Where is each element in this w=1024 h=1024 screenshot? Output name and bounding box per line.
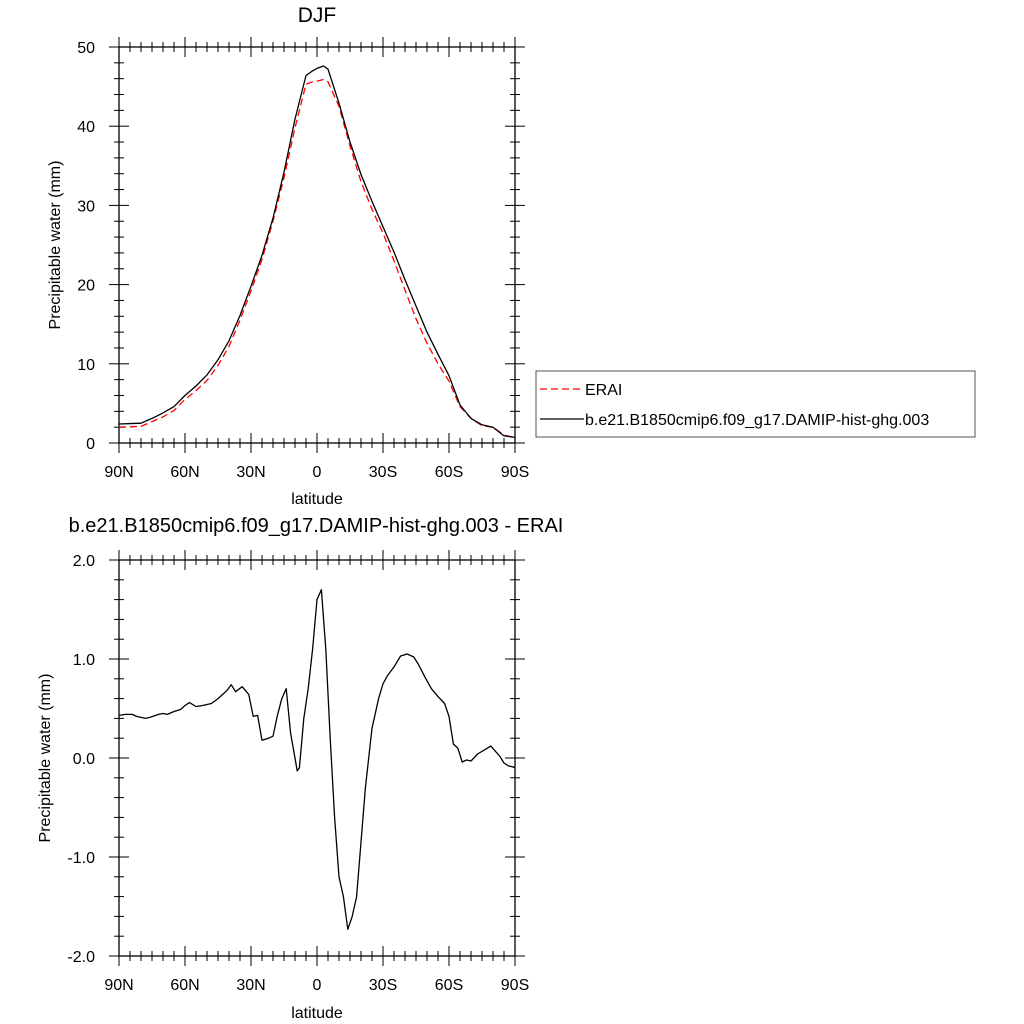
legend-label-erai: ERAI	[585, 382, 622, 399]
legend-label-model: b.e21.B1850cmip6.f09_g17.DAMIP-hist-ghg.…	[585, 412, 929, 429]
y-axis-label: Precipitable water (mm)	[37, 674, 54, 843]
x-tick-label: 60N	[170, 464, 199, 481]
series-line-erai	[118, 78, 516, 439]
x-tick-label: 90N	[104, 464, 133, 481]
x-tick-label: 90N	[104, 977, 133, 994]
y-tick-label: -1.0	[67, 850, 95, 867]
y-tick-labels: -2.0 -1.0 0.0 1.0 2.0	[67, 553, 95, 966]
series-lines	[118, 589, 516, 930]
plot-frame	[118, 46, 516, 444]
x-tick-label: 30S	[369, 464, 397, 481]
y-tick-label: 0	[86, 436, 95, 453]
legend: ERAI b.e21.B1850cmip6.f09_g17.DAMIP-hist…	[535, 370, 976, 438]
y-tick-label: 40	[77, 119, 95, 136]
chart-title: DJF	[298, 4, 337, 27]
legend-box	[535, 370, 976, 438]
x-tick-label: 60S	[435, 464, 463, 481]
series-lines	[118, 65, 516, 439]
y-tick-label: 30	[77, 198, 95, 215]
x-tick-label: 0	[313, 977, 322, 994]
chart-title: b.e21.B1850cmip6.f09_g17.DAMIP-hist-ghg.…	[69, 515, 564, 537]
x-axis-label: latitude	[291, 491, 343, 508]
y-tick-label: 1.0	[73, 652, 95, 669]
x-tick-labels: 90N 60N 30N 0 30S 60S 90S	[104, 977, 529, 994]
series-line-difference	[118, 589, 516, 930]
axis-ticks	[109, 550, 525, 966]
x-tick-label: 30N	[236, 464, 265, 481]
x-tick-label: 0	[313, 464, 322, 481]
y-tick-label: 50	[77, 40, 95, 57]
x-tick-label: 90S	[501, 977, 529, 994]
x-tick-label: 60S	[435, 977, 463, 994]
x-tick-label: 30S	[369, 977, 397, 994]
y-tick-label: 10	[77, 357, 95, 374]
x-tick-label: 60N	[170, 977, 199, 994]
y-axis-label: Precipitable water (mm)	[47, 161, 64, 330]
y-tick-label: -2.0	[67, 949, 95, 966]
y-tick-label: 0.0	[73, 751, 95, 768]
series-line-b-e21-b1850cmip6-f09-g17-damip-hist-ghg-003	[118, 65, 516, 439]
x-tick-label: 30N	[236, 977, 265, 994]
x-axis-label: latitude	[291, 1005, 343, 1022]
y-tick-label: 20	[77, 278, 95, 295]
x-tick-labels: 90N 60N 30N 0 30S 60S 90S	[104, 464, 529, 481]
panel-djf: DJF 90N 60N 30N 0 30S 60S 90S 0 10 20 30 40 50 lati…	[47, 4, 529, 508]
y-tick-labels: 0 10 20 30 40 50	[77, 40, 95, 453]
x-tick-label: 90S	[501, 464, 529, 481]
plot-frame	[118, 559, 516, 957]
y-tick-label: 2.0	[73, 553, 95, 570]
panel-difference: b.e21.B1850cmip6.f09_g17.DAMIP-hist-ghg.…	[37, 515, 563, 1022]
axis-ticks	[109, 37, 525, 453]
